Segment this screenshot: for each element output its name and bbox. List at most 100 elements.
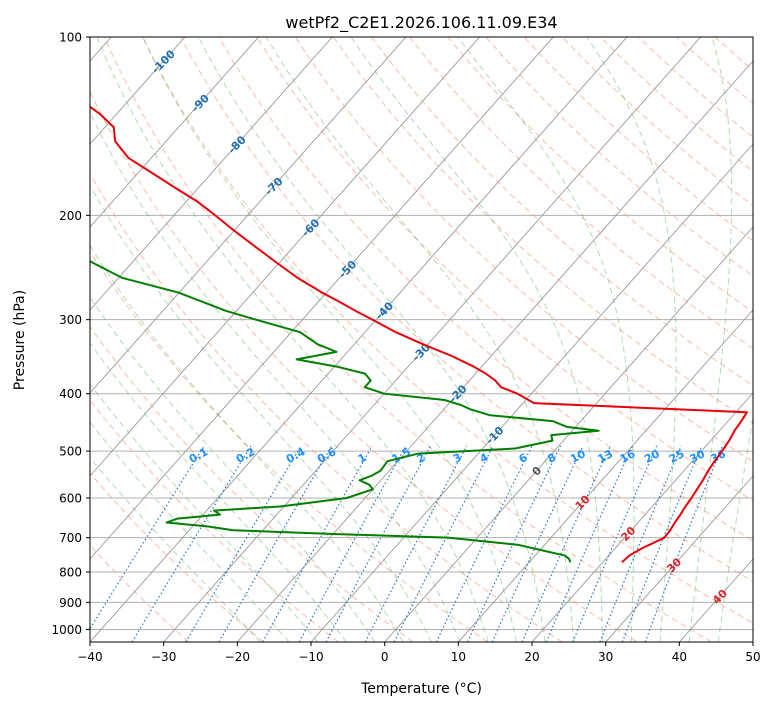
mixing-ratio-label: 25 bbox=[667, 447, 687, 466]
mixing-ratio-label: 3 bbox=[451, 451, 464, 466]
moist-adiabat-line bbox=[717, 414, 753, 642]
isotherm-label: -100 bbox=[149, 47, 178, 76]
x-tick-label: 50 bbox=[745, 650, 760, 664]
x-tick-label: 0 bbox=[381, 650, 389, 664]
x-axis-label: Temperature (°C) bbox=[360, 681, 482, 697]
mixing-ratio-line bbox=[131, 445, 252, 642]
dry-adiabat-line bbox=[90, 544, 190, 642]
dry-adiabat-line bbox=[90, 325, 414, 642]
mixing-ratio-label: 0.6 bbox=[315, 445, 339, 466]
isotherm-line bbox=[457, 309, 753, 642]
mixing-ratio-line bbox=[185, 445, 302, 642]
dry-adiabat-line bbox=[142, 37, 753, 624]
dry-adiabat-line bbox=[90, 472, 264, 642]
mixing-ratio-line bbox=[393, 445, 494, 642]
mixing-ratio-label: 16 bbox=[618, 447, 638, 466]
dry-adiabat-line bbox=[103, 37, 712, 642]
y-tick-label: 400 bbox=[59, 387, 82, 401]
mixing-ratio-label: 20 bbox=[642, 447, 662, 466]
dry-adiabat-line bbox=[638, 37, 753, 138]
y-tick-label: 800 bbox=[59, 566, 82, 580]
moist-adiabat-line bbox=[90, 421, 290, 642]
dry-adiabat-line bbox=[599, 37, 753, 172]
mixing-ratio-label: 30 bbox=[688, 447, 708, 466]
x-tick-label: −10 bbox=[298, 650, 323, 664]
mixing-ratio-label: 13 bbox=[596, 447, 616, 466]
isotherm-line bbox=[163, 37, 701, 642]
isotherm-line bbox=[90, 37, 333, 311]
mixing-ratio-line bbox=[325, 445, 432, 642]
dry-adiabat-line bbox=[90, 399, 339, 642]
moist-adiabat-line bbox=[90, 244, 404, 642]
y-tick-label: 600 bbox=[59, 492, 82, 506]
mixing-ratio-label: 10 bbox=[568, 447, 588, 466]
moist-adiabat-line bbox=[586, 37, 677, 642]
mixing-ratio-label: 1 bbox=[356, 451, 369, 466]
mixing-ratio-label: 6 bbox=[517, 451, 530, 466]
dry-adiabat-line bbox=[332, 37, 753, 424]
moist-adiabat-line bbox=[90, 456, 261, 642]
y-tick-label: 1000 bbox=[51, 623, 82, 637]
x-tick-label: 40 bbox=[672, 650, 687, 664]
dry-adiabat-line bbox=[90, 250, 488, 642]
isotherm-line bbox=[531, 392, 753, 642]
mixing-ratio-label: 0.2 bbox=[234, 445, 257, 466]
dry-adiabat-line bbox=[371, 37, 753, 387]
mixing-ratio-line bbox=[262, 445, 373, 642]
x-tick-label: −20 bbox=[225, 650, 250, 664]
dewpoint-profile-line bbox=[90, 260, 600, 563]
chart-title: wetPf2_C2E1.2026.106.11.09.E34 bbox=[285, 13, 557, 33]
isotherm-line bbox=[752, 641, 753, 642]
y-tick-label: 900 bbox=[59, 596, 82, 610]
isotherm-line bbox=[90, 37, 480, 477]
y-axis-label: Pressure (hPa) bbox=[12, 290, 28, 390]
dry-adiabat-line bbox=[218, 37, 753, 542]
dry-adiabat-line bbox=[561, 37, 753, 207]
x-tick-label: −30 bbox=[151, 650, 176, 664]
moist-adiabat-line bbox=[265, 37, 575, 642]
temperature-profile-line bbox=[90, 105, 748, 563]
moist-adiabat-line bbox=[197, 37, 546, 642]
dry-adiabat-line bbox=[523, 37, 753, 242]
isotherm-line bbox=[90, 37, 259, 228]
y-tick-label: 700 bbox=[59, 531, 82, 545]
plot-frame bbox=[89, 36, 754, 643]
mixing-ratio-line bbox=[621, 445, 703, 642]
x-tick-label: 20 bbox=[524, 650, 539, 664]
moist-adiabat-line bbox=[90, 296, 376, 642]
mixing-ratio-line bbox=[572, 445, 658, 642]
isotherm-line bbox=[90, 37, 186, 145]
x-tick-label: 30 bbox=[598, 650, 613, 664]
mixing-ratio-label: 4 bbox=[478, 451, 491, 466]
isotherm-line bbox=[605, 475, 753, 642]
moist-adiabat-line bbox=[90, 184, 432, 642]
dry-adiabat-line bbox=[90, 172, 563, 642]
moist-adiabat-line bbox=[90, 111, 461, 642]
moist-adiabat-line bbox=[90, 342, 347, 642]
mixing-ratio-line bbox=[435, 445, 533, 642]
moist-adiabat-line bbox=[90, 383, 319, 642]
y-tick-label: 200 bbox=[59, 209, 82, 223]
moist-adiabat-line bbox=[142, 37, 517, 642]
mixing-ratio-label: 8 bbox=[545, 451, 558, 466]
y-tick-label: 500 bbox=[59, 445, 82, 459]
x-axis: −40 −30 −20 −10 0 10 20 30 40 50 bbox=[77, 642, 761, 664]
moist-adiabat-line bbox=[688, 37, 733, 642]
isotherm-line bbox=[90, 37, 628, 642]
isotherm-line bbox=[236, 60, 753, 642]
mixing-ratio-line bbox=[90, 445, 205, 630]
mixing-ratio-line bbox=[545, 445, 634, 642]
dry-adiabat-line bbox=[676, 37, 753, 105]
moist-adiabat-line bbox=[350, 37, 603, 642]
dry-adiabat-line bbox=[294, 37, 753, 463]
dry-adiabat-line bbox=[180, 37, 753, 583]
isotherm-line bbox=[90, 37, 407, 394]
dry-adiabat-line bbox=[409, 37, 753, 350]
dry-adiabat-line bbox=[256, 37, 753, 502]
isotherm-line bbox=[90, 37, 554, 560]
y-axis: 100 200 300 400 500 600 700 800 900 1000 bbox=[51, 31, 90, 637]
x-tick-label: 10 bbox=[451, 650, 466, 664]
dry-adiabat-line bbox=[447, 37, 753, 313]
moist-adiabat-line bbox=[96, 37, 489, 642]
